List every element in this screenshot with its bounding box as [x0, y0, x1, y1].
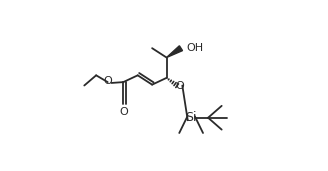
- Text: O: O: [119, 107, 128, 117]
- Polygon shape: [167, 46, 182, 57]
- Text: O: O: [103, 76, 112, 86]
- Text: O: O: [176, 81, 184, 91]
- Text: Si: Si: [185, 111, 197, 124]
- Text: OH: OH: [186, 43, 203, 53]
